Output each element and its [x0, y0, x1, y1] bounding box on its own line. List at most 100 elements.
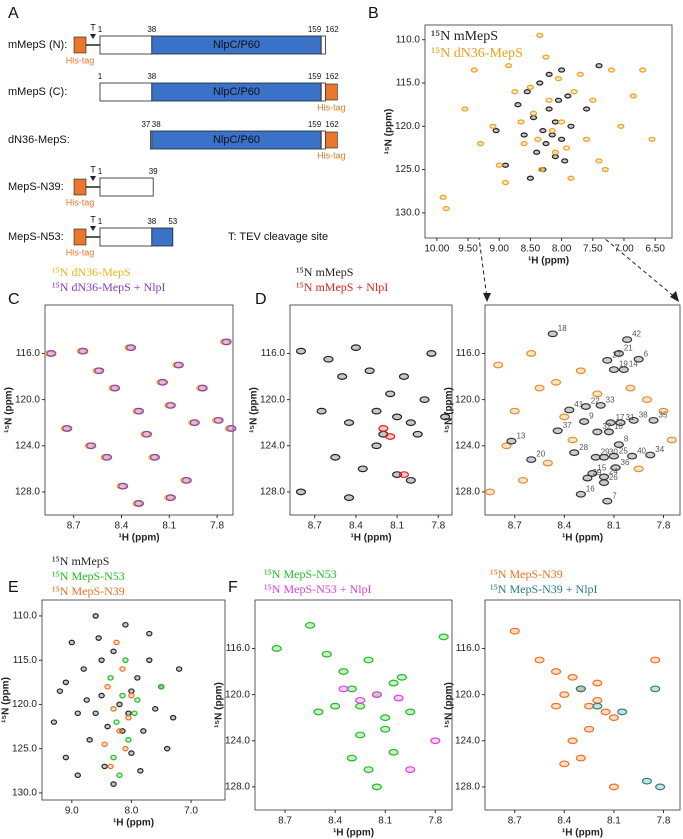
peak — [396, 673, 408, 681]
peak — [119, 692, 126, 699]
peak — [74, 772, 81, 779]
peak-label: 42 — [632, 330, 641, 339]
peak — [595, 158, 603, 164]
x-tick-label: 8.1 — [162, 521, 176, 532]
segment-box — [99, 35, 153, 55]
peak — [534, 384, 545, 392]
peak — [189, 419, 200, 427]
y-axis-label: ¹⁵N (ppm) — [1, 677, 12, 723]
peak — [101, 763, 108, 770]
x-tick-label: 8.4 — [328, 816, 342, 827]
peak — [128, 688, 135, 694]
peak — [580, 403, 591, 410]
peak — [104, 683, 111, 690]
residue-number: 159 — [308, 25, 322, 34]
peak-label: 9 — [589, 412, 594, 421]
x-axis-label: ¹H (ppm) — [562, 533, 603, 544]
peak — [567, 123, 575, 129]
peak — [536, 32, 544, 38]
peak — [364, 367, 375, 375]
peak — [520, 141, 528, 147]
y-tick-label: 124.0 — [455, 440, 480, 451]
peak-label: 31 — [626, 413, 635, 422]
peak — [165, 401, 176, 409]
peak-label: 20 — [536, 450, 545, 459]
residue-number: 1 — [98, 167, 103, 176]
peak — [163, 745, 171, 752]
y-tick-label: 124.0 — [225, 735, 250, 746]
peak — [110, 754, 117, 761]
peak — [346, 685, 357, 693]
peak — [131, 710, 138, 717]
peak — [440, 413, 451, 421]
peak — [608, 783, 619, 791]
peak — [584, 702, 595, 710]
peak — [125, 344, 137, 352]
x-axis-label: ¹H (ppm) — [333, 828, 374, 839]
peak — [125, 710, 132, 717]
peak — [95, 635, 102, 641]
peak — [534, 656, 545, 664]
peak — [603, 428, 615, 436]
peak — [378, 425, 389, 432]
peak — [542, 141, 550, 147]
peak — [582, 136, 591, 142]
peak-label: 32 — [602, 422, 611, 431]
x-tick-label: 8.4 — [557, 521, 571, 532]
peak — [613, 350, 624, 357]
residue-number: 53 — [168, 217, 177, 226]
peak — [579, 418, 590, 425]
peak — [559, 760, 570, 768]
peak — [476, 141, 485, 147]
peak — [371, 442, 382, 450]
peak — [590, 453, 601, 461]
arrow-head — [483, 293, 491, 302]
peak — [587, 470, 598, 477]
y-tick-label: 115.0 — [13, 655, 38, 666]
peak — [68, 639, 76, 646]
y-tick-label: 128.0 — [455, 487, 480, 498]
peak — [149, 453, 161, 461]
peak — [355, 696, 366, 704]
peak — [520, 132, 528, 138]
y-tick-label: 120.0 — [455, 689, 480, 700]
y-tick-label: 110.0 — [13, 611, 38, 622]
peak — [608, 714, 619, 722]
peak — [133, 407, 145, 415]
legend-entry: ¹⁵N MepS-N39 — [52, 584, 125, 598]
peak — [608, 452, 619, 460]
peak — [648, 136, 656, 142]
y-axis-label: ¹⁵N (ppm) — [444, 387, 455, 433]
peak — [388, 748, 399, 756]
peak — [557, 119, 566, 125]
residue-number: 38 — [152, 120, 161, 129]
domain-box — [151, 227, 174, 247]
y-tick-label: 120.0 — [15, 394, 40, 405]
his-tag-label: His-tag — [317, 150, 346, 160]
construct-label: MepS-N53: — [8, 231, 64, 243]
peak — [313, 708, 324, 716]
peak — [506, 437, 517, 445]
peak — [86, 442, 97, 450]
peak — [343, 419, 355, 427]
y-tick-label: 128.0 — [225, 782, 250, 793]
peak — [323, 355, 334, 363]
segment-box — [320, 82, 326, 102]
peak — [371, 691, 382, 699]
x-tick-label: 8.1 — [378, 816, 392, 827]
peak — [605, 419, 616, 427]
peak — [645, 451, 656, 459]
peak — [338, 668, 349, 675]
peak — [330, 453, 341, 461]
peak — [107, 675, 114, 681]
peak — [430, 737, 441, 745]
peak — [357, 465, 368, 473]
peak — [592, 696, 603, 704]
x-tick-label: 7.8 — [657, 816, 671, 827]
peak — [355, 731, 366, 739]
peak — [542, 54, 550, 60]
y-tick-label: 116.0 — [16, 348, 41, 359]
peak — [509, 627, 520, 635]
peak — [629, 93, 637, 99]
peak — [134, 675, 141, 681]
